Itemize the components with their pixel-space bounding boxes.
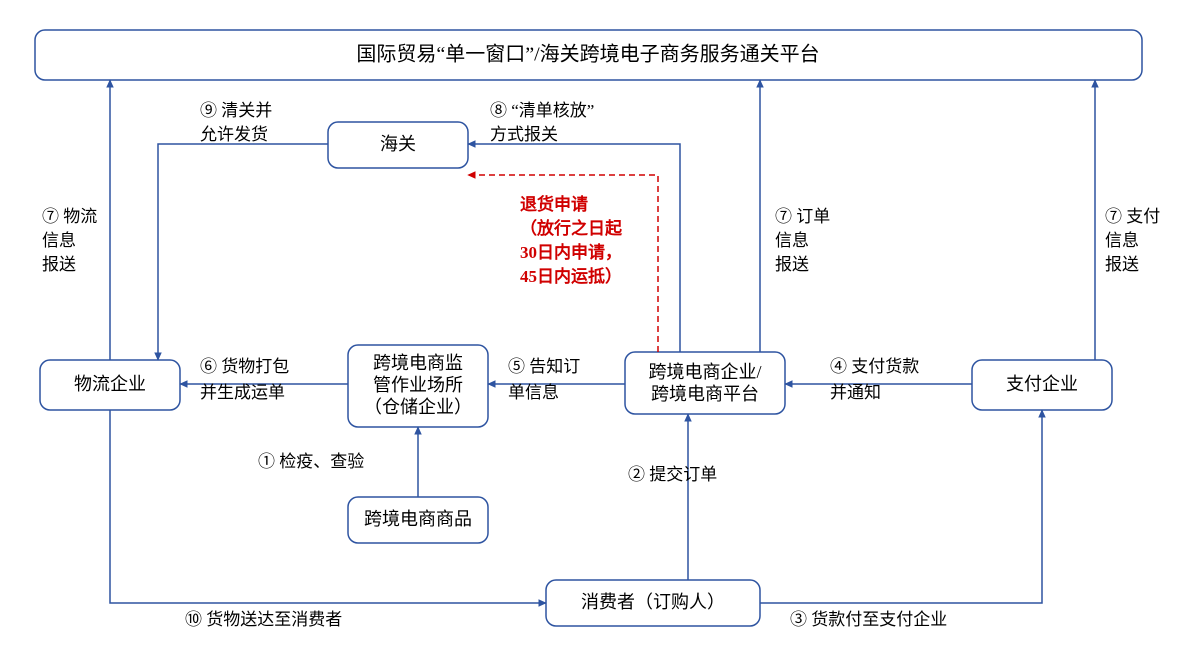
edge-7b-label-l1: ⑦ 订单 bbox=[775, 207, 830, 226]
edge-7a-label-l3: 报送 bbox=[42, 255, 76, 274]
edge-9-label-l2: 允许发货 bbox=[200, 125, 268, 144]
edge-3 bbox=[760, 410, 1042, 603]
edge-4-label-l2: 并通知 bbox=[830, 383, 881, 402]
node-ec-platform-label-l1: 跨境电商企业/ bbox=[648, 362, 761, 382]
edge-return-label-l1: 退货申请 bbox=[520, 194, 588, 214]
node-ec-platform-label-l2: 跨境电商平台 bbox=[651, 384, 759, 404]
edge-7a-label-l1: ⑦ 物流 bbox=[42, 207, 97, 226]
edge-8-label-l1: ⑧ “清单核放” bbox=[490, 101, 594, 120]
edge-return-label-l4: 45日内运抵） bbox=[520, 266, 622, 286]
edge-7c-label-l3: 报送 bbox=[1105, 255, 1139, 274]
edge-10-label: ⑩ 货物送达至消费者 bbox=[185, 610, 342, 629]
node-goods-label: 跨境电商商品 bbox=[364, 509, 472, 529]
node-pay-company-label: 支付企业 bbox=[1006, 374, 1078, 394]
edge-return-label-l2: （放行之日起 bbox=[520, 218, 623, 238]
edge-8-label-l2: 方式报关 bbox=[490, 125, 558, 144]
edge-3-label: ③ 货款付至支付企业 bbox=[790, 610, 947, 629]
node-consumer-label: 消费者（订购人） bbox=[581, 592, 725, 612]
edge-7a-label-l2: 信息 bbox=[42, 231, 76, 250]
edge-4-label-l1: ④ 支付货款 bbox=[830, 357, 919, 376]
edge-7c-label-l1: ⑦ 支付 bbox=[1105, 207, 1160, 226]
edge-return-label-l3: 30日内申请， bbox=[520, 242, 622, 262]
edge-9-label-l1: ⑨ 清关并 bbox=[200, 101, 272, 120]
node-warehouse-label-l3: （仓储企业） bbox=[364, 397, 472, 417]
edge-6-label-l2: 并生成运单 bbox=[200, 383, 285, 402]
edge-6-label-l1: ⑥ 货物打包 bbox=[200, 357, 289, 376]
edge-2-label: ② 提交订单 bbox=[628, 465, 717, 484]
node-platform-label: 国际贸易“单一窗口”/海关跨境电子商务服务通关平台 bbox=[356, 43, 819, 66]
edge-1-label: ① 检疫、查验 bbox=[258, 452, 364, 471]
edge-5-label-l1: ⑤ 告知订 bbox=[508, 357, 580, 376]
edge-9 bbox=[158, 144, 328, 360]
edge-7b-label-l2: 信息 bbox=[775, 231, 809, 250]
node-warehouse-label-l1: 跨境电商监 bbox=[373, 353, 463, 373]
node-customs-label: 海关 bbox=[380, 134, 416, 154]
node-logistics-label: 物流企业 bbox=[74, 374, 146, 394]
edge-7c-label-l2: 信息 bbox=[1105, 231, 1139, 250]
edge-7b-label-l3: 报送 bbox=[775, 255, 809, 274]
edge-5-label-l2: 单信息 bbox=[508, 383, 559, 402]
node-warehouse-label-l2: 管作业场所 bbox=[373, 375, 463, 395]
